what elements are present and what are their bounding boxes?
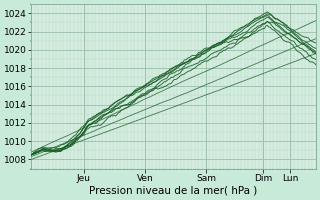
X-axis label: Pression niveau de la mer( hPa ): Pression niveau de la mer( hPa ) bbox=[90, 186, 258, 196]
